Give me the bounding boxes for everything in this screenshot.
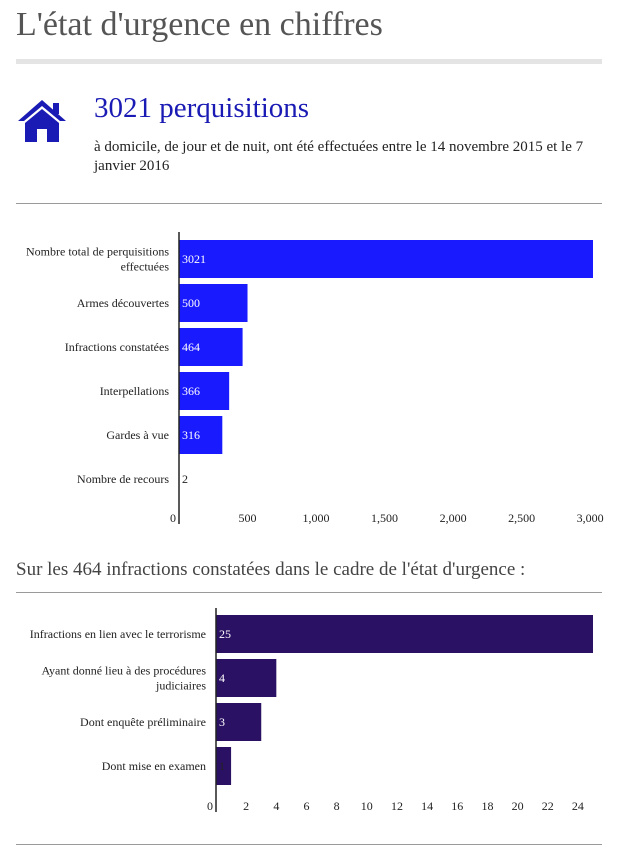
bar	[179, 372, 230, 410]
x-tick-label: 8	[334, 799, 340, 813]
category-label: Nombre de recours	[77, 472, 169, 486]
bar	[216, 747, 232, 785]
bar-value-label: 1	[219, 759, 225, 773]
section-heading: Sur les 464 infractions constatées dans …	[16, 559, 526, 580]
category-label: Armes découvertes	[77, 296, 170, 310]
bar	[179, 416, 223, 454]
x-tick-label: 500	[239, 511, 257, 525]
section-divider	[16, 592, 602, 593]
x-tick-label: 10	[361, 799, 373, 813]
x-tick-label: 1,500	[371, 511, 398, 525]
stat-description: à domicile, de jour et de nuit, ont été …	[94, 139, 584, 174]
x-tick-label: 24	[572, 799, 584, 813]
footer-divider	[16, 844, 602, 845]
x-tick-label: 3,000	[577, 511, 604, 525]
bar-value-label: 366	[182, 384, 200, 398]
section-divider	[16, 203, 602, 204]
category-label: Infractions en lien avec le terrorisme	[30, 627, 206, 641]
bar	[179, 240, 593, 278]
bar-value-label: 464	[182, 340, 200, 354]
bar-value-label: 4	[219, 671, 225, 685]
stat-headline: 3021 perquisitions	[94, 92, 310, 124]
x-tick-label: 1,000	[303, 511, 330, 525]
bar	[216, 659, 277, 697]
x-tick-label: 0	[170, 511, 176, 525]
x-tick-label: 14	[421, 799, 433, 813]
x-tick-label: 22	[542, 799, 554, 813]
x-tick-label: 0	[207, 799, 213, 813]
category-label: Ayant donné lieu à des procédures	[41, 664, 206, 678]
category-label: Dont enquête préliminaire	[80, 715, 206, 729]
x-tick-label: 18	[481, 799, 493, 813]
x-tick-label: 2	[243, 799, 249, 813]
chart-infractions: 25 Infractions en lien avec le terrorisme…	[30, 608, 593, 813]
bar-value-label: 25	[219, 627, 231, 641]
x-tick-label: 2,500	[508, 511, 535, 525]
bar	[179, 328, 243, 366]
chart-perquisitions: 3021 Nombre total de perquisitionseffectu…	[26, 232, 604, 525]
category-label: Infractions constatées	[65, 340, 170, 354]
house-icon	[18, 100, 66, 142]
x-tick-label: 2,000	[440, 511, 467, 525]
x-tick-label: 20	[512, 799, 524, 813]
x-tick-label: 16	[451, 799, 463, 813]
x-tick-label: 6	[303, 799, 309, 813]
category-label: Gardes à vue	[106, 428, 169, 442]
bar	[216, 615, 593, 653]
bar	[216, 703, 262, 741]
category-label: Interpellations	[100, 384, 170, 398]
bar-value-label: 2	[182, 472, 188, 486]
bar-value-label: 500	[182, 296, 200, 310]
x-tick-label: 12	[391, 799, 403, 813]
category-label: effectuées	[121, 260, 170, 274]
bar-value-label: 316	[182, 428, 200, 442]
category-label: Dont mise en examen	[102, 759, 206, 773]
bar	[179, 284, 248, 322]
x-tick-label: 4	[273, 799, 279, 813]
title-divider	[16, 59, 602, 64]
category-label: judiciaires	[155, 679, 206, 693]
category-label: Nombre total de perquisitions	[26, 245, 169, 259]
bar-value-label: 3021	[182, 252, 206, 266]
page-title: L'état d'urgence en chiffres	[16, 6, 383, 43]
bar-value-label: 3	[219, 715, 225, 729]
